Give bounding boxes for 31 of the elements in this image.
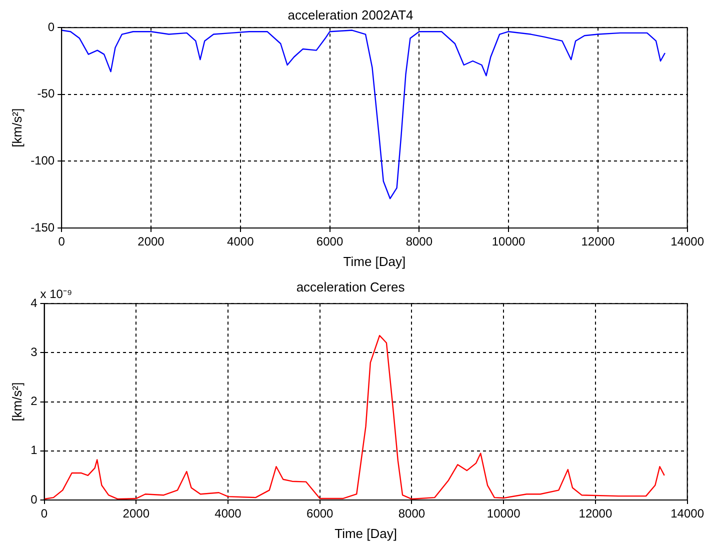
x-tick-label: 10000 bbox=[492, 234, 526, 249]
x-tick-label: 0 bbox=[58, 234, 66, 249]
x-tick-label: 2000 bbox=[122, 506, 150, 521]
x-tick-label: 4000 bbox=[214, 506, 242, 521]
text: x 10⁻⁹ bbox=[40, 286, 72, 301]
x-tick-label: 8000 bbox=[406, 234, 433, 249]
y-tick-label: 4 bbox=[30, 296, 38, 310]
x-axis-title: Time [Day] bbox=[334, 526, 397, 541]
x-tick-label: 12000 bbox=[581, 234, 615, 249]
x-tick-label: 6000 bbox=[316, 234, 344, 249]
y-tick-label: 0 bbox=[48, 20, 55, 34]
x-tick-label: 8000 bbox=[398, 506, 426, 521]
y-axis-title: [km/s²] bbox=[9, 108, 24, 148]
y-tick-label: -100 bbox=[30, 154, 55, 168]
x-tick-label: 10000 bbox=[486, 506, 521, 521]
y-tick-label: -50 bbox=[37, 86, 55, 101]
y-tick-label: 3 bbox=[30, 345, 38, 360]
x-tick-label: 12000 bbox=[578, 506, 612, 521]
chart-title: acceleration Ceres bbox=[296, 279, 406, 294]
y-axis-title: [km/s²] bbox=[9, 382, 24, 422]
x-tick-label: 6000 bbox=[306, 506, 334, 521]
x-tick-label: 14000 bbox=[670, 234, 704, 249]
y-tick-label: 0 bbox=[30, 492, 38, 506]
y-tick-label: -150 bbox=[30, 220, 55, 234]
chart-title: acceleration 2002AT4 bbox=[288, 7, 414, 22]
x-tick-label: 2000 bbox=[138, 234, 165, 249]
x-axis-title: Time [Day] bbox=[343, 254, 406, 269]
x-tick-label: 4000 bbox=[227, 234, 254, 249]
y-tick-label: 1 bbox=[30, 443, 38, 458]
y-tick-label: 2 bbox=[30, 394, 38, 408]
x-tick-label: 14000 bbox=[670, 506, 704, 521]
